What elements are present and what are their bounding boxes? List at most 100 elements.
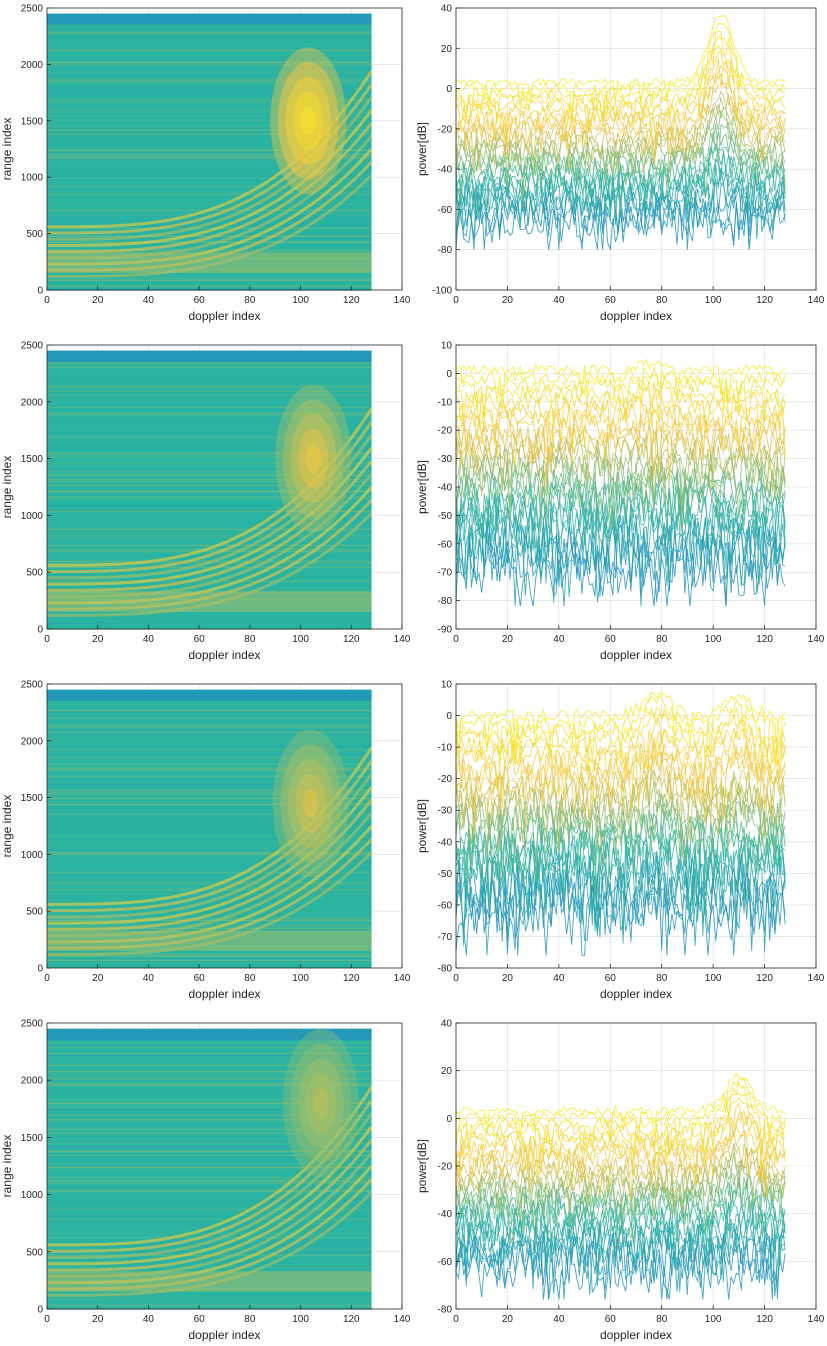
x-tick-label: 40	[553, 1314, 565, 1325]
spectrum-line	[455, 1111, 786, 1185]
spectrum-line	[455, 1102, 786, 1179]
spectrum-line	[455, 1152, 786, 1225]
x-tick-label: 100	[705, 295, 722, 306]
heatmap-band	[47, 955, 372, 958]
y-tick-label: -100	[432, 286, 452, 297]
spectrum-line	[455, 1240, 786, 1300]
heatmap-band	[47, 618, 372, 621]
y-tick-label: -20	[438, 124, 453, 135]
x-tick-label: 140	[394, 1314, 411, 1325]
heatmap-band	[47, 1142, 372, 1145]
heatmap-band	[47, 47, 372, 50]
heatmap-band	[47, 1046, 372, 1049]
heatmap-band	[47, 911, 372, 914]
heatmap-band	[47, 1080, 372, 1083]
heatmap-band	[47, 873, 372, 876]
heatmap-band	[47, 31, 372, 34]
y-tick-label: 1000	[21, 511, 44, 522]
heatmap-clutter-arc	[47, 746, 373, 906]
heatmap-band	[47, 199, 372, 202]
heatmap-band	[47, 793, 372, 796]
heatmap-band	[47, 853, 372, 856]
heatmap-band	[47, 287, 372, 290]
heatmap-band	[47, 384, 372, 387]
heatmap-band	[47, 111, 372, 114]
heatmap-band	[47, 622, 372, 625]
y-tick-label: -30	[438, 454, 453, 465]
x-tick-label: 0	[453, 973, 459, 984]
spectrum-line	[455, 695, 786, 761]
spectrum-line	[455, 178, 786, 250]
heatmap-clutter-arc	[47, 446, 373, 586]
heatmap-band	[47, 727, 372, 730]
heatmap-low-range-strip	[47, 252, 372, 274]
heatmap-clutter-arc	[47, 1099, 373, 1253]
x-tick-label: 100	[292, 973, 309, 984]
heatmap-band	[47, 454, 372, 457]
axes-frame	[46, 683, 403, 969]
heatmap-band	[47, 101, 372, 104]
y-tick-label: 0	[446, 369, 452, 380]
heatmap-band	[47, 480, 372, 483]
heatmap-band	[47, 1100, 372, 1103]
heatmap-band	[47, 1182, 372, 1185]
heatmap-target-blob	[298, 429, 329, 489]
x-tick-label: 20	[502, 295, 514, 306]
y-tick-label: -60	[438, 1257, 453, 1268]
chart-panel-1: 0 20 40 60 80 100 120 140 0 500 1000 1500 2000 2500 do…	[0, 4, 411, 324]
x-tick-label: 120	[756, 295, 773, 306]
y-tick-label: 2500	[21, 680, 44, 691]
heatmap-band	[47, 65, 372, 68]
heatmap-band	[47, 769, 372, 772]
heatmap-target-blob	[305, 1073, 337, 1133]
heatmap-band	[47, 757, 372, 760]
heatmap-band	[47, 191, 372, 194]
y-tick-label: 500	[26, 229, 43, 240]
heatmap-band	[47, 919, 372, 922]
x-tick-label: 40	[553, 973, 565, 984]
y-tick-label: -40	[438, 165, 453, 176]
x-tick-label: 40	[143, 295, 155, 306]
heatmap-band	[47, 468, 372, 471]
spectrum-line	[455, 790, 786, 867]
heatmap-band	[47, 1236, 372, 1239]
heatmap-band	[47, 1106, 372, 1109]
heatmap-band	[47, 133, 372, 136]
heatmap-band	[47, 542, 372, 545]
x-tick-label: 0	[44, 634, 50, 645]
heatmap-band	[47, 61, 372, 64]
heatmap-band	[47, 813, 372, 816]
heatmap-band	[47, 157, 372, 160]
y-tick-label: -30	[438, 806, 453, 817]
heatmap-band	[47, 731, 372, 734]
heatmap-band	[47, 153, 372, 156]
heatmap-band	[47, 925, 372, 928]
heatmap-band	[47, 175, 372, 178]
y-tick-label: -70	[438, 932, 453, 943]
heatmap-band	[47, 767, 372, 770]
y-tick-label: 0	[446, 1114, 452, 1125]
heatmap-band	[47, 859, 372, 862]
heatmap-band	[47, 835, 372, 838]
heatmap-band	[47, 177, 372, 180]
heatmap-band	[47, 1168, 372, 1171]
axes-frame	[46, 7, 403, 291]
heatmap-band	[47, 963, 372, 966]
heatmap-band	[47, 129, 372, 132]
y-tick-label: -90	[438, 625, 453, 636]
spectrum-line	[455, 365, 786, 413]
heatmap-low-range-strip	[47, 1271, 372, 1292]
heatmap-band	[47, 390, 372, 393]
heatmap-band	[47, 552, 372, 555]
heatmap-band	[47, 1132, 372, 1135]
x-tick-label: 40	[553, 634, 565, 645]
heatmap-band	[47, 470, 372, 473]
heatmap-band	[47, 745, 372, 748]
y-tick-label: 1500	[21, 116, 44, 127]
heatmap-band	[47, 1184, 372, 1187]
heatmap-band	[47, 1296, 372, 1299]
heatmap-band	[47, 711, 372, 714]
heatmap-band	[47, 701, 372, 704]
heatmap-band	[47, 91, 372, 94]
heatmap-band	[47, 53, 372, 56]
